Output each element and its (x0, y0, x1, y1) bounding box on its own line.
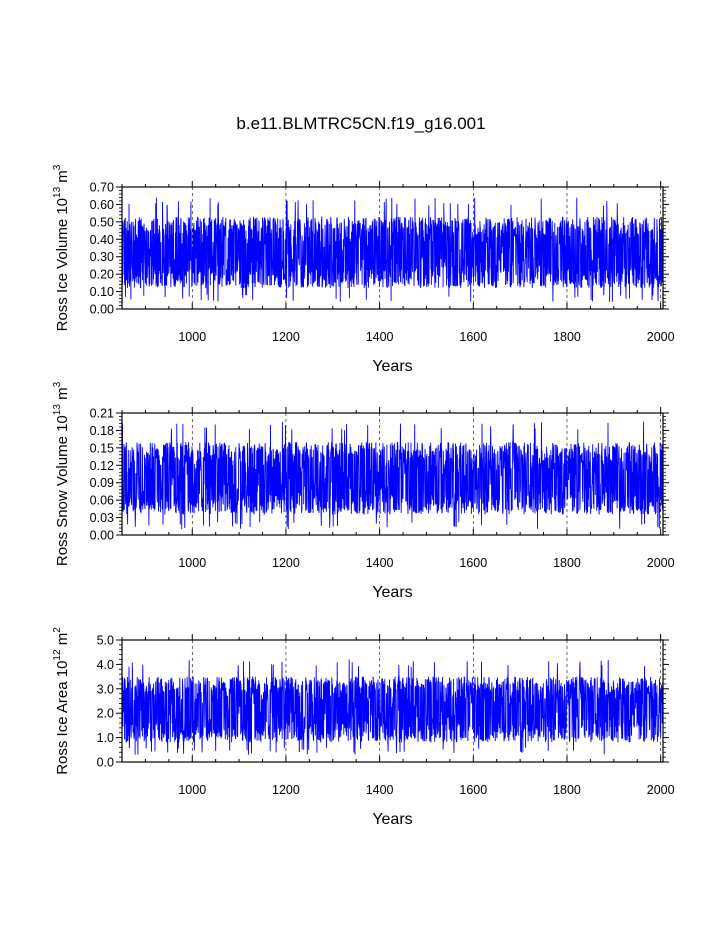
x-tick-label: 1800 (553, 783, 581, 797)
y-tick-label: 2.0 (97, 707, 114, 721)
panel-2: 1000 1200 1400 1600 1800 2000 0.00 0.03 0.06 0.09… (52, 381, 675, 601)
y-tick-label: 0.03 (90, 511, 114, 525)
x-tick-label: 1000 (178, 330, 206, 344)
y-tick-label: 0.06 (90, 494, 114, 508)
y-axis-label: Ross Ice Area 1012 m2 (52, 627, 71, 775)
y-tick-label: 3.0 (97, 682, 114, 696)
y-tick-label: 0.10 (90, 285, 114, 299)
panel-3: 1000 1200 1400 1600 1800 2000 0.0 1.0 2.0 3.0 4.0 5… (52, 627, 675, 828)
x-tick-label: 1000 (178, 783, 206, 797)
x-tick-label: 1200 (272, 556, 300, 570)
y-tick-label: 4.0 (97, 658, 114, 672)
x-tick-label: 2000 (647, 783, 675, 797)
x-tick-label: 1400 (366, 783, 394, 797)
x-tick-label: 2000 (647, 556, 675, 570)
y-tick-label: 0.00 (90, 303, 114, 317)
figure-title: b.e11.BLMTRC5CN.f19_g16.001 (236, 114, 485, 133)
x-tick-label: 1000 (178, 556, 206, 570)
x-tick-label: 1200 (272, 783, 300, 797)
y-tick-label: 1.0 (97, 731, 114, 745)
series-line (121, 421, 664, 530)
y-tick-label: 0.0 (97, 756, 114, 770)
y-tick-label: 0.00 (90, 529, 114, 543)
y-tick-label: 0.30 (90, 250, 114, 264)
x-tick-label: 1800 (553, 330, 581, 344)
panels: 1000 1200 1400 1600 1800 2000 0.00 0.10 0.20 0.30… (52, 164, 675, 828)
series-line (121, 197, 664, 302)
y-tick-label: 0.21 (90, 407, 114, 421)
y-tick-label: 0.12 (90, 459, 114, 473)
y-tick-label: 5.0 (97, 634, 114, 648)
y-axis-label: Ross Snow Volume 1013 m3 (52, 381, 71, 566)
x-tick-label: 1600 (459, 556, 487, 570)
x-axis-label: Years (372, 584, 412, 601)
y-axis-label: Ross Ice Volume 1013 m3 (52, 164, 71, 331)
y-tick-label: 0.20 (90, 268, 114, 282)
panel-1: 1000 1200 1400 1600 1800 2000 0.00 0.10 0.20 0.30… (52, 164, 675, 375)
y-tick-label: 0.60 (90, 198, 114, 212)
x-tick-label: 1600 (459, 783, 487, 797)
x-axis-label: Years (372, 358, 412, 375)
x-tick-label: 1400 (366, 330, 394, 344)
y-tick-label: 0.15 (90, 441, 114, 455)
x-tick-label: 1200 (272, 330, 300, 344)
series-line (121, 659, 664, 755)
plot-frame (121, 186, 664, 310)
x-tick-label: 1800 (553, 556, 581, 570)
y-tick-label: 0.40 (90, 233, 114, 247)
x-tick-label: 1400 (366, 556, 394, 570)
x-axis-label: Years (372, 811, 412, 828)
y-tick-label: 0.50 (90, 215, 114, 229)
y-tick-label: 0.70 (90, 181, 114, 195)
plot-frame (121, 639, 664, 763)
x-tick-label: 2000 (647, 330, 675, 344)
plot-frame (121, 412, 664, 536)
x-tick-label: 1600 (459, 330, 487, 344)
y-tick-label: 0.09 (90, 476, 114, 490)
y-tick-label: 0.18 (90, 424, 114, 438)
